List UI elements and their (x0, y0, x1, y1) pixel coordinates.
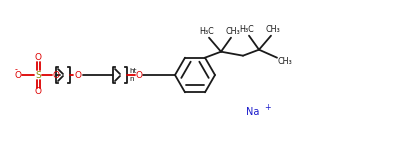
Text: H₃C: H₃C (240, 25, 254, 34)
Text: O: O (52, 70, 60, 80)
Text: +: + (264, 102, 271, 111)
Text: -: - (14, 66, 18, 75)
Text: O: O (34, 87, 42, 96)
Text: O: O (136, 70, 142, 80)
Text: CH₃: CH₃ (278, 57, 292, 66)
Text: n: n (129, 76, 134, 82)
Text: S: S (35, 70, 41, 80)
Text: ht: ht (129, 68, 136, 74)
Text: O: O (74, 70, 82, 80)
Text: O: O (34, 54, 42, 63)
Text: CH₃: CH₃ (266, 25, 280, 34)
Text: H₃C: H₃C (200, 27, 214, 36)
Text: O: O (14, 70, 22, 80)
Text: Na: Na (246, 107, 260, 117)
Text: CH₃: CH₃ (226, 27, 240, 36)
